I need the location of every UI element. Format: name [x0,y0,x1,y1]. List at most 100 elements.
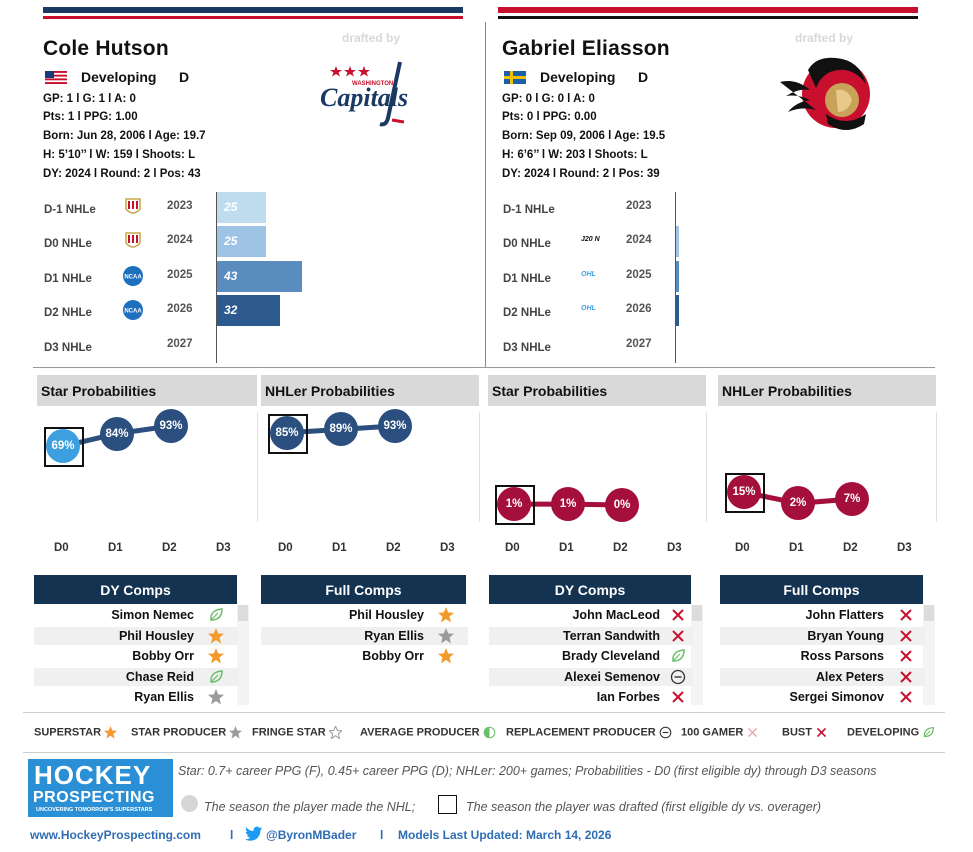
season-axis-label: D0 [54,542,69,554]
usntdp-icon [122,196,144,218]
left-header-stripe-thin [43,16,463,19]
developing-leaf-icon [922,726,935,739]
footer-draft-season-note: The season the player was drafted (first… [466,800,822,814]
season-year: 2024 [167,234,193,246]
comp-row[interactable]: Chase Reid [34,667,239,686]
legend-top-rule [23,712,945,713]
nhle-axis [675,192,676,363]
comp-row[interactable]: Ian Forbes [489,688,693,706]
star-producer-star-icon [229,726,243,739]
comp-row[interactable]: Alex Peters [720,667,925,686]
season-axis-label: D0 [505,542,520,554]
comp-row[interactable]: Simon Nemec [34,606,239,624]
player-born-line: Born: Jun 28, 2006 l Age: 19.7 [43,130,206,142]
season-axis-label: D3 [440,542,455,554]
legend-bottom-rule [23,752,945,753]
panel-divider [706,412,707,522]
legend-label: 100 GAMER [681,726,744,739]
probability-point: 1% [497,487,531,522]
comps-scrollbar-thumb[interactable] [238,605,248,621]
season-axis-label: D2 [843,542,858,554]
season-axis-label: D0 [278,542,293,554]
season-year: 2027 [167,338,193,350]
legend-item: BUST [782,726,828,739]
ncaa-icon: NCAA [122,265,144,287]
comp-player-name: Ian Forbes [596,690,660,704]
footer-separator: l [380,828,384,842]
player-status: Developing [540,69,616,85]
comps-scrollbar[interactable] [691,605,703,705]
comp-row[interactable]: Ross Parsons [720,647,925,665]
nhle-bar [675,295,679,326]
replacement-circle-icon [659,726,672,739]
models-updated-label: Models Last Updated: March 14, 2026 [398,828,612,842]
comp-row[interactable]: Ryan Ellis [34,688,239,706]
nhle-bar-value: 25 [224,200,238,214]
player-stats-line: GP: 1 l G: 1 l A: 0 [43,93,136,105]
comps-scrollbar-thumb[interactable] [692,605,702,621]
legend-item: 100 GAMER [681,726,759,739]
season-axis-label: D2 [613,542,628,554]
bust-x-icon [898,607,914,623]
season-label: D0 NHLe [44,238,92,250]
player-position: D [638,69,649,85]
nhle-bar: 25 [216,192,266,223]
player-name: Cole Hutson [43,37,169,60]
season-label: D3 NHLe [503,342,551,354]
probability-panel-title: NHLer Probabilities [718,375,936,406]
nhl-season-marker-icon [181,795,198,812]
player-stats-line: GP: 0 l G: 0 l A: 0 [502,93,595,105]
twitter-handle-link[interactable]: @ByronMBader [266,828,357,842]
season-year: 2027 [626,338,652,350]
comp-row[interactable]: John Flatters [720,606,925,624]
legend-label: REPLACEMENT PRODUCER [506,726,656,739]
comp-row[interactable]: Bobby Orr [261,647,468,665]
nhle-bar [675,226,679,257]
center-divider [485,22,486,367]
comp-row[interactable]: Sergei Simonov [720,688,925,706]
developing-leaf-icon [670,648,686,664]
season-label: D1 NHLe [503,273,551,285]
comp-row[interactable]: John MacLeod [489,606,693,624]
comps-scrollbar-thumb[interactable] [924,605,934,621]
superstar-star-icon [104,726,118,739]
usntdp-icon [122,230,144,252]
nhle-bar-value: 32 [224,303,238,317]
probability-panel-title: NHLer Probabilities [261,375,479,406]
comp-row[interactable]: Bobby Orr [34,647,239,665]
player-name: Gabriel Eliasson [502,37,670,60]
comp-row[interactable]: Ryan Ellis [261,626,468,645]
comps-scrollbar[interactable] [923,605,935,705]
website-link[interactable]: www.HockeyProspecting.com [30,828,201,842]
j20-icon: J20 N [581,236,600,243]
comp-row[interactable]: Terran Sandwith [489,626,693,645]
ohl-icon: OHL [581,305,596,312]
comps-table-title: DY Comps [489,575,691,604]
bust-x-icon [898,669,914,685]
comp-row[interactable]: Phil Housley [261,606,468,624]
superstar-star-icon [438,648,454,664]
comp-row[interactable]: Phil Housley [34,626,239,645]
comps-table-title: Full Comps [261,575,466,604]
washington-capitals-logo: WASHINGTON Capitals [318,60,433,130]
comp-row[interactable]: Bryan Young [720,626,925,645]
superstar-star-icon [438,607,454,623]
right-header-stripe [498,7,918,13]
replacement-circle-icon [670,669,686,685]
draft-season-box [495,485,535,526]
superstar-star-icon [208,627,224,644]
comps-scrollbar[interactable] [237,605,249,705]
comp-player-name: Ryan Ellis [364,628,424,643]
player-draft-line: DY: 2024 l Round: 2 l Pos: 43 [43,168,201,180]
comps-table-title: DY Comps [34,575,237,604]
probability-point: 84% [100,416,134,451]
legend-label: AVERAGE PRODUCER [360,726,480,739]
bust-x-icon [898,648,914,664]
hockey-prospecting-logo: HOCKEY PROSPECTING UNCOVERING TOMORROW'S… [28,759,173,817]
legend-label: FRINGE STAR [252,726,326,739]
comp-player-name: Bobby Orr [132,649,194,663]
star-producer-star-icon [208,689,224,705]
twitter-icon [245,826,263,842]
comp-row[interactable]: Brady Cleveland [489,647,693,665]
comp-row[interactable]: Alexei Semenov [489,667,693,686]
